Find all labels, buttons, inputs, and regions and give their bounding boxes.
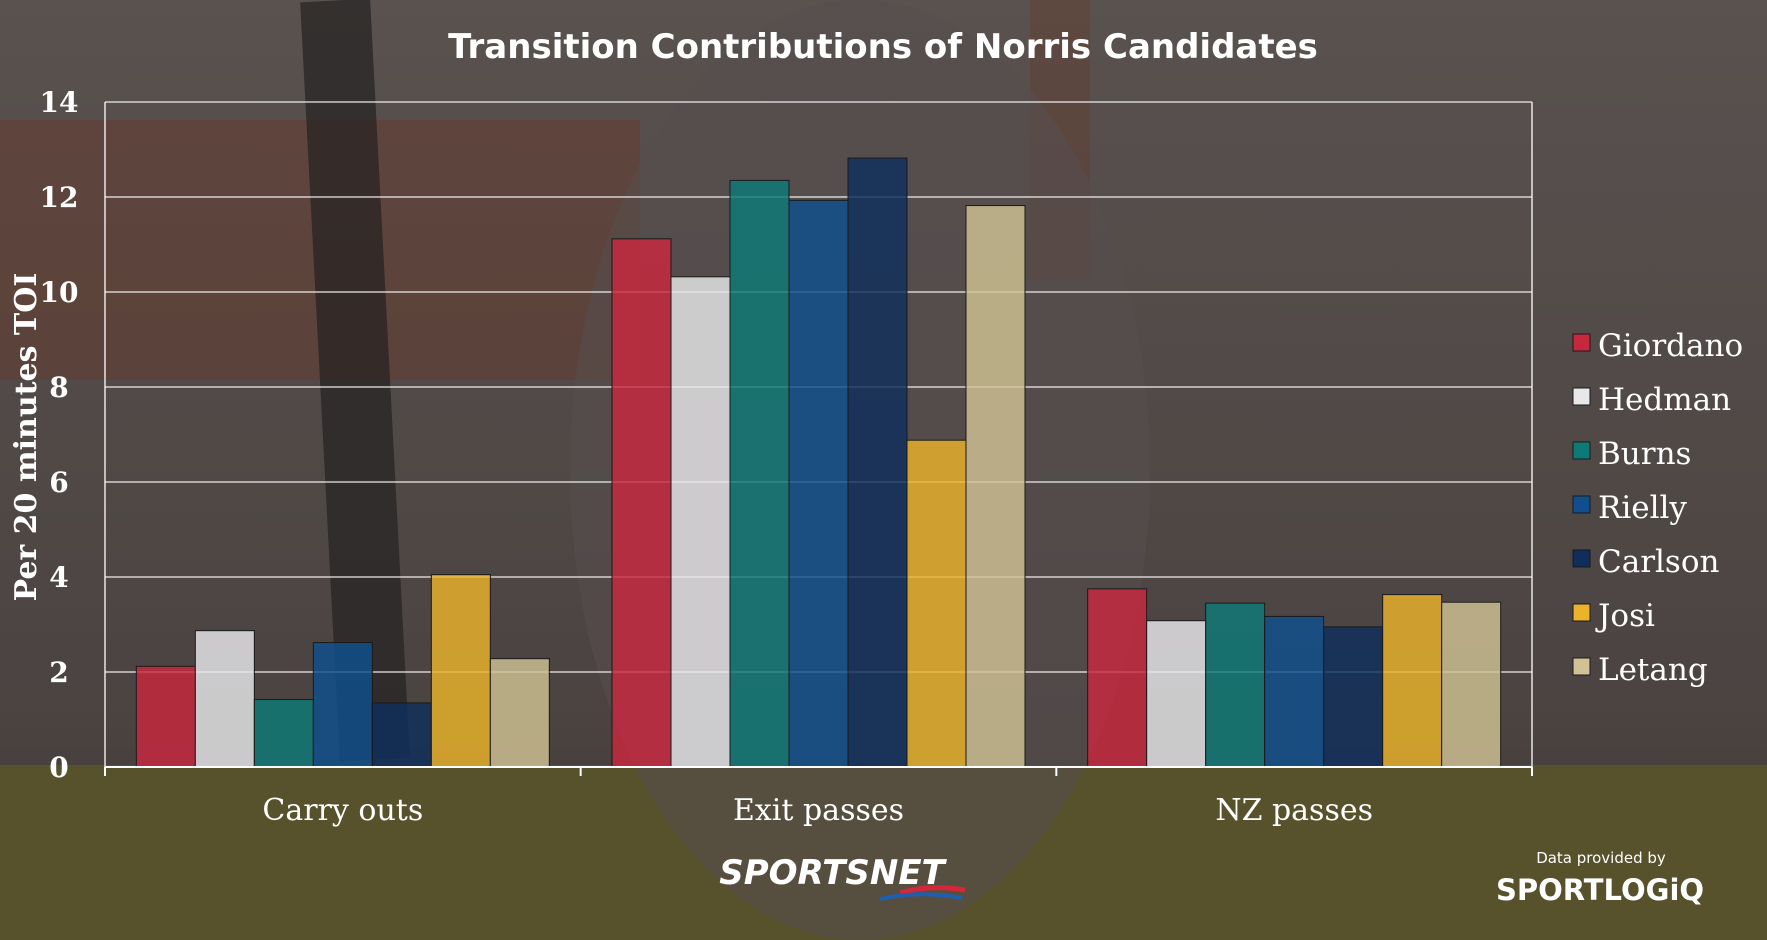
bar-letang-exit-passes xyxy=(965,205,1026,768)
legend-label-rielly: Rielly xyxy=(1598,490,1687,526)
legend-label-burns: Burns xyxy=(1598,436,1691,472)
legend-label-carlson: Carlson xyxy=(1598,544,1720,580)
bar-carlson-carry-outs xyxy=(371,702,432,768)
y-tick-label: 2 xyxy=(49,656,68,689)
bar-burns-carry-outs xyxy=(253,699,314,768)
legend-swatch-rielly xyxy=(1572,495,1591,514)
x-axis xyxy=(104,766,1533,776)
legend-swatch-burns xyxy=(1572,441,1591,460)
y-tick-label: 10 xyxy=(40,276,79,309)
chart-title: Transition Contributions of Norris Candi… xyxy=(448,27,1318,67)
x-axis-ticks: Carry outs Exit passes NZ passes xyxy=(262,793,1373,828)
y-axis-ticks: 0 2 4 6 8 10 12 14 xyxy=(40,86,79,784)
x-tick-label: NZ passes xyxy=(1215,793,1373,828)
sportsnet-logo-text: SPORTSNET xyxy=(719,853,947,893)
legend-swatch-giordano xyxy=(1572,333,1591,352)
bar-josi-carry-outs xyxy=(430,574,491,768)
bar-burns-exit-passes xyxy=(729,179,790,768)
bar-burns-nz-passes xyxy=(1205,602,1266,768)
legend-swatch-josi xyxy=(1572,603,1591,622)
bar-carlson-nz-passes xyxy=(1323,626,1384,768)
y-tick-label: 12 xyxy=(40,181,79,214)
data-provided-by-text: Data provided by xyxy=(1536,849,1666,867)
bar-rielly-exit-passes xyxy=(788,199,849,768)
legend-label-letang: Letang xyxy=(1598,652,1708,688)
y-tick-label: 8 xyxy=(49,371,68,404)
legend: Giordano Hedman Burns Rielly Carlson Josi Leta… xyxy=(1572,328,1743,688)
bar-hedman-nz-passes xyxy=(1146,620,1207,768)
y-tick-label: 4 xyxy=(49,561,68,594)
bar-josi-exit-passes xyxy=(906,439,967,768)
sportlogiq-logo: SPORTLOGiQ xyxy=(1496,873,1704,907)
bar-rielly-nz-passes xyxy=(1264,615,1325,768)
bar-letang-nz-passes xyxy=(1441,601,1502,768)
y-tick-label: 6 xyxy=(49,466,68,499)
legend-label-josi: Josi xyxy=(1595,598,1655,634)
legend-swatch-hedman xyxy=(1572,387,1591,406)
bar-giordano-carry-outs xyxy=(135,665,196,768)
bar-giordano-exit-passes xyxy=(611,238,672,768)
bar-hedman-carry-outs xyxy=(194,630,255,768)
y-axis-label: Per 20 minutes TOI xyxy=(9,273,44,602)
bars xyxy=(135,157,1502,768)
x-tick-label: Exit passes xyxy=(733,793,904,828)
y-tick-label: 0 xyxy=(49,751,68,784)
legend-swatch-carlson xyxy=(1572,549,1591,568)
y-tick-label: 14 xyxy=(40,86,79,119)
bar-giordano-nz-passes xyxy=(1087,588,1148,768)
bar-rielly-carry-outs xyxy=(312,642,373,768)
bar-carlson-exit-passes xyxy=(847,157,908,768)
sportsnet-logo: SPORTSNET xyxy=(719,853,966,901)
bar-letang-carry-outs xyxy=(489,658,550,768)
legend-label-giordano: Giordano xyxy=(1598,328,1743,364)
legend-label-hedman: Hedman xyxy=(1598,382,1731,418)
bar-hedman-exit-passes xyxy=(670,276,731,768)
legend-swatch-letang xyxy=(1572,657,1591,676)
bar-josi-nz-passes xyxy=(1382,594,1443,768)
x-tick-label: Carry outs xyxy=(262,793,423,828)
